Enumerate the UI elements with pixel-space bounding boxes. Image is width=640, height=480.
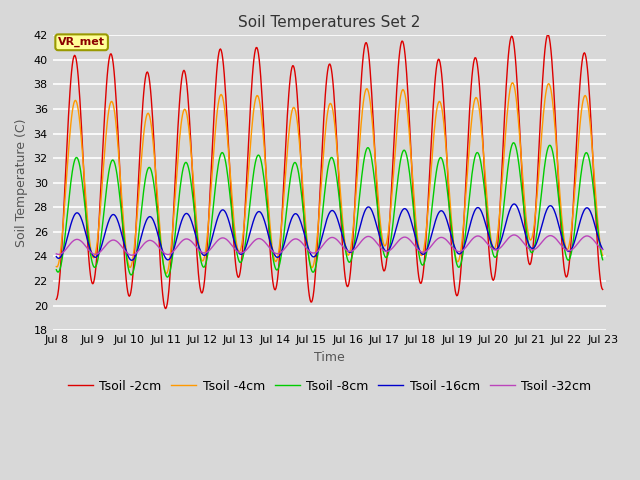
Tsoil -4cm <box>413 225 420 231</box>
Tsoil -16cm <box>175 228 182 234</box>
Tsoil -4cm <box>397 94 404 99</box>
Tsoil -8cm <box>163 274 171 280</box>
Tsoil -2cm <box>397 43 404 49</box>
Tsoil -16cm <box>510 201 518 207</box>
Tsoil -8cm <box>413 234 420 240</box>
Title: Soil Temperatures Set 2: Soil Temperatures Set 2 <box>238 15 420 30</box>
Tsoil -16cm <box>599 246 607 252</box>
Tsoil -16cm <box>62 239 70 245</box>
Tsoil -8cm <box>510 140 518 145</box>
Tsoil -32cm <box>128 252 136 258</box>
Tsoil -4cm <box>163 271 170 276</box>
Tsoil -16cm <box>52 254 60 260</box>
Tsoil -2cm <box>204 238 211 243</box>
Tsoil -32cm <box>52 251 60 257</box>
Tsoil -2cm <box>52 297 60 302</box>
Tsoil -32cm <box>599 247 607 252</box>
Tsoil -32cm <box>413 245 420 251</box>
Legend: Tsoil -2cm, Tsoil -4cm, Tsoil -8cm, Tsoil -16cm, Tsoil -32cm: Tsoil -2cm, Tsoil -4cm, Tsoil -8cm, Tsoi… <box>63 375 596 397</box>
Tsoil -32cm <box>118 245 126 251</box>
Tsoil -4cm <box>52 264 60 269</box>
Tsoil -32cm <box>397 236 404 242</box>
Tsoil -16cm <box>397 211 404 217</box>
Tsoil -8cm <box>175 198 182 204</box>
Tsoil -16cm <box>413 239 420 244</box>
X-axis label: Time: Time <box>314 350 345 363</box>
Tsoil -32cm <box>62 246 70 252</box>
Tsoil -32cm <box>204 249 211 255</box>
Tsoil -4cm <box>204 230 211 236</box>
Tsoil -16cm <box>118 234 126 240</box>
Line: Tsoil -4cm: Tsoil -4cm <box>56 83 603 274</box>
Tsoil -4cm <box>508 80 516 85</box>
Tsoil -8cm <box>62 223 70 228</box>
Tsoil -32cm <box>175 242 182 248</box>
Tsoil -2cm <box>599 287 607 292</box>
Tsoil -8cm <box>118 219 126 225</box>
Line: Tsoil -2cm: Tsoil -2cm <box>56 35 603 309</box>
Line: Tsoil -16cm: Tsoil -16cm <box>56 204 603 260</box>
Tsoil -2cm <box>413 251 420 257</box>
Tsoil -2cm <box>62 158 70 164</box>
Tsoil -4cm <box>62 180 70 186</box>
Tsoil -8cm <box>599 257 607 263</box>
Y-axis label: Soil Temperature (C): Soil Temperature (C) <box>15 119 28 247</box>
Tsoil -32cm <box>510 232 518 238</box>
Tsoil -2cm <box>175 113 182 119</box>
Line: Tsoil -32cm: Tsoil -32cm <box>56 235 603 255</box>
Line: Tsoil -8cm: Tsoil -8cm <box>56 143 603 277</box>
Tsoil -2cm <box>162 306 170 312</box>
Tsoil -8cm <box>397 157 404 163</box>
Tsoil -4cm <box>118 204 126 210</box>
Tsoil -8cm <box>52 267 60 273</box>
Tsoil -2cm <box>118 219 126 225</box>
Tsoil -2cm <box>544 32 552 37</box>
Tsoil -16cm <box>204 249 211 255</box>
Text: VR_met: VR_met <box>58 37 105 48</box>
Tsoil -8cm <box>204 253 211 259</box>
Tsoil -4cm <box>175 146 182 152</box>
Tsoil -16cm <box>128 257 136 263</box>
Tsoil -4cm <box>599 252 607 258</box>
